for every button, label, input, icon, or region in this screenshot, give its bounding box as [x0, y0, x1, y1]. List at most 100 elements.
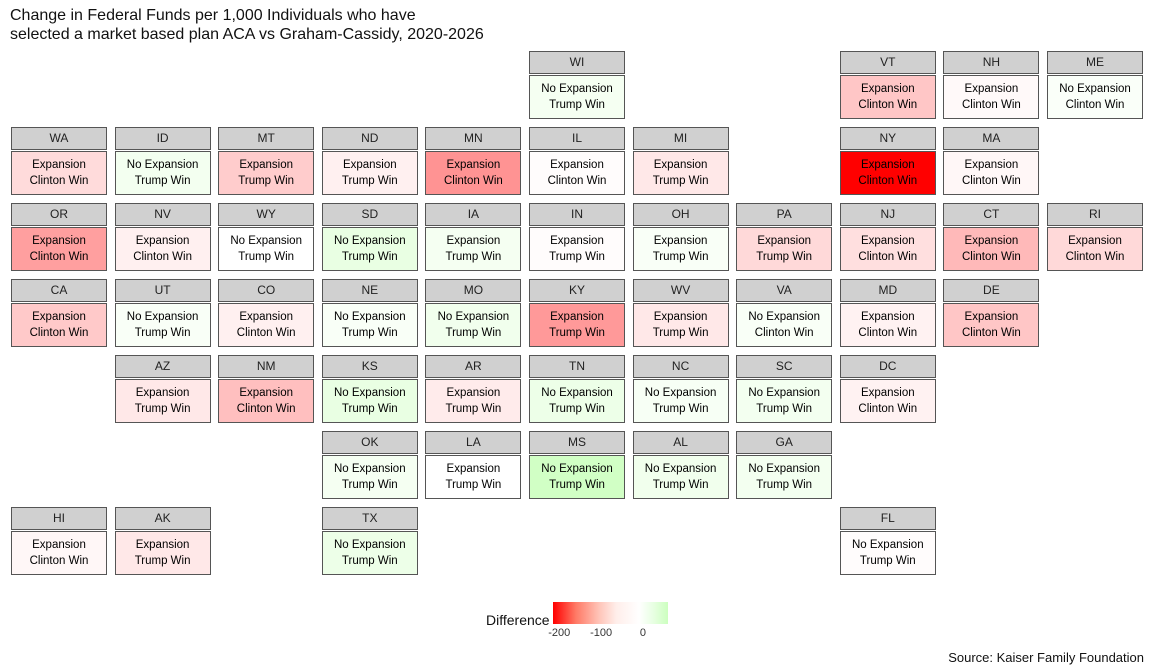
- state-label: MO: [425, 279, 522, 302]
- state-tile-wi: WI No Expansion Trump Win: [529, 51, 625, 119]
- state-tile-ma: MA Expansion Clinton Win: [943, 127, 1040, 195]
- state-tile-wy: WY No Expansion Trump Win: [218, 203, 315, 271]
- expansion-status: Expansion: [550, 311, 604, 323]
- state-label: WA: [11, 127, 107, 150]
- election-result: Clinton Win: [961, 327, 1021, 339]
- election-result: Clinton Win: [29, 175, 89, 187]
- election-result: Trump Win: [134, 555, 191, 567]
- state-value-cell: No Expansion Clinton Win: [1047, 75, 1143, 119]
- state-label: PA: [736, 203, 833, 226]
- source-note: Source: Kaiser Family Foundation: [948, 650, 1144, 665]
- state-value-cell: Expansion Trump Win: [529, 227, 625, 271]
- state-tile-ok: OK No Expansion Trump Win: [321, 431, 418, 499]
- expansion-status: No Expansion: [126, 311, 199, 323]
- state-tile-vt: VT Expansion Clinton Win: [839, 51, 936, 119]
- election-result: Trump Win: [652, 327, 709, 339]
- election-result: Trump Win: [445, 251, 502, 263]
- state-value-cell: Expansion Clinton Win: [425, 151, 522, 195]
- chart-title-line-2: selected a market based plan ACA vs Grah…: [10, 26, 484, 43]
- election-result: Clinton Win: [754, 327, 814, 339]
- expansion-status: Expansion: [860, 83, 915, 95]
- legend-tick: [642, 624, 644, 628]
- election-result: Clinton Win: [547, 175, 607, 187]
- state-value-cell: No Expansion Trump Win: [321, 531, 418, 575]
- expansion-status: Expansion: [860, 159, 915, 171]
- state-tile-tn: TN No Expansion Trump Win: [529, 355, 625, 423]
- expansion-status: No Expansion: [333, 387, 406, 399]
- state-label: KS: [321, 355, 418, 378]
- election-result: Trump Win: [341, 175, 398, 187]
- expansion-status: Expansion: [446, 235, 501, 247]
- election-result: Trump Win: [549, 479, 605, 491]
- state-label: HI: [11, 507, 107, 530]
- expansion-status: No Expansion: [541, 83, 613, 95]
- expansion-status: Expansion: [32, 159, 86, 171]
- legend-tick: [559, 624, 561, 628]
- election-result: Clinton Win: [443, 175, 503, 187]
- expansion-status: No Expansion: [333, 311, 406, 323]
- state-tile-sc: SC No Expansion Trump Win: [736, 355, 833, 423]
- state-value-cell: Expansion Trump Win: [321, 151, 418, 195]
- state-value-cell: Expansion Trump Win: [114, 531, 211, 575]
- election-result: Trump Win: [549, 251, 605, 263]
- state-tile-mn: MN Expansion Clinton Win: [425, 127, 522, 195]
- state-value-cell: No Expansion Trump Win: [839, 531, 936, 575]
- state-label: KY: [529, 279, 625, 302]
- state-value-cell: Expansion Clinton Win: [114, 227, 211, 271]
- election-result: Clinton Win: [858, 175, 918, 187]
- state-label: RI: [1047, 203, 1143, 226]
- expansion-status: Expansion: [860, 387, 915, 399]
- legend-tick-label: -100: [590, 627, 613, 639]
- state-value-cell: Expansion Trump Win: [425, 227, 522, 271]
- state-value-cell: No Expansion Trump Win: [529, 75, 625, 119]
- expansion-status: No Expansion: [1059, 83, 1131, 95]
- state-tile-de: DE Expansion Clinton Win: [943, 279, 1040, 347]
- election-result: Trump Win: [652, 251, 709, 263]
- expansion-status: Expansion: [135, 539, 190, 551]
- state-tile-ar: AR Expansion Trump Win: [425, 355, 522, 423]
- state-tile-md: MD Expansion Clinton Win: [839, 279, 936, 347]
- state-tile-ks: KS No Expansion Trump Win: [321, 355, 418, 423]
- state-label: VT: [839, 51, 936, 74]
- state-tile-al: AL No Expansion Trump Win: [632, 431, 729, 499]
- state-tile-ca: CA Expansion Clinton Win: [11, 279, 107, 347]
- expansion-status: Expansion: [239, 311, 294, 323]
- election-result: Trump Win: [445, 403, 502, 415]
- state-value-cell: No Expansion Trump Win: [321, 379, 418, 423]
- state-value-cell: Expansion Clinton Win: [943, 227, 1040, 271]
- election-result: Trump Win: [756, 479, 813, 491]
- state-label: MS: [529, 431, 625, 454]
- state-value-cell: Expansion Clinton Win: [218, 303, 315, 347]
- state-value-cell: No Expansion Trump Win: [321, 227, 418, 271]
- state-label: MD: [839, 279, 936, 302]
- state-label: MN: [425, 127, 522, 150]
- state-label: ME: [1047, 51, 1143, 74]
- state-value-cell: No Expansion Trump Win: [114, 151, 211, 195]
- state-tile-ut: UT No Expansion Trump Win: [114, 279, 211, 347]
- state-tile-ak: AK Expansion Trump Win: [114, 507, 211, 575]
- expansion-status: Expansion: [860, 311, 915, 323]
- election-result: Clinton Win: [858, 327, 918, 339]
- state-value-cell: No Expansion Trump Win: [321, 455, 418, 499]
- expansion-status: Expansion: [964, 311, 1019, 323]
- state-label: WY: [218, 203, 315, 226]
- expansion-status: Expansion: [239, 387, 294, 399]
- state-label: WV: [632, 279, 729, 302]
- state-value-cell: No Expansion Trump Win: [321, 303, 418, 347]
- state-tile-in: IN Expansion Trump Win: [529, 203, 625, 271]
- election-result: Clinton Win: [1065, 99, 1125, 111]
- state-value-cell: Expansion Trump Win: [218, 151, 315, 195]
- election-result: Trump Win: [134, 327, 191, 339]
- election-result: Trump Win: [549, 327, 605, 339]
- election-result: Clinton Win: [236, 327, 296, 339]
- election-result: Clinton Win: [29, 555, 89, 567]
- state-tile-id: ID No Expansion Trump Win: [114, 127, 211, 195]
- state-label: FL: [839, 507, 936, 530]
- state-label: AK: [114, 507, 211, 530]
- election-result: Clinton Win: [1065, 251, 1125, 263]
- state-label: TN: [529, 355, 625, 378]
- election-result: Clinton Win: [961, 99, 1021, 111]
- legend-tick: [601, 624, 603, 628]
- state-label: SC: [736, 355, 833, 378]
- state-label: AZ: [114, 355, 211, 378]
